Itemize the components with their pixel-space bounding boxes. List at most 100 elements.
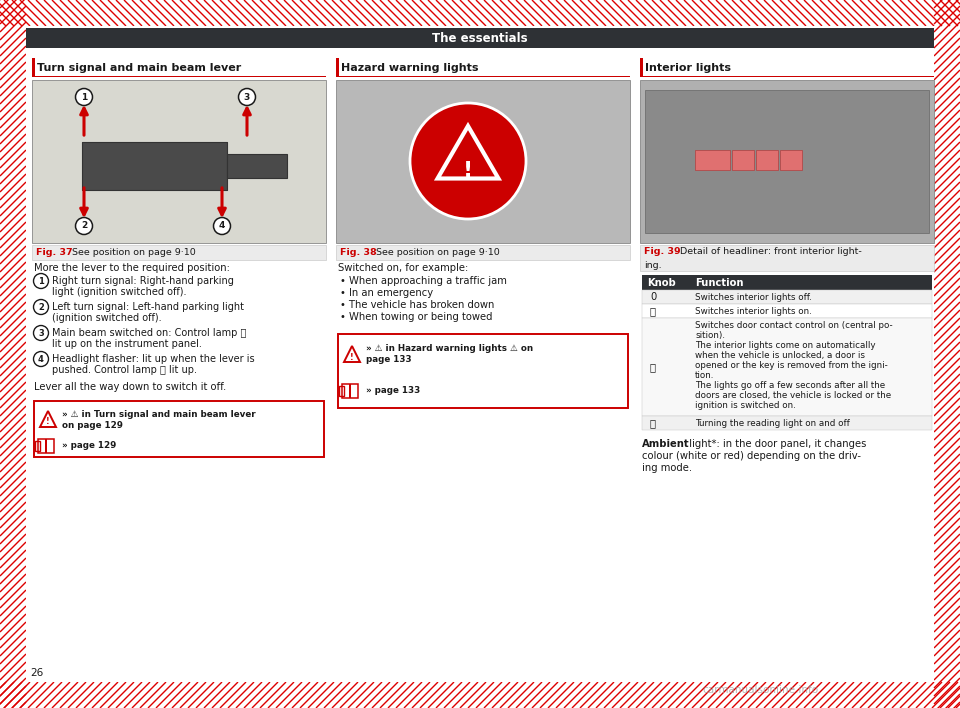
Bar <box>34 401 324 457</box>
Bar <box>640 245 934 271</box>
Text: colour (white or red) depending on the driv-: colour (white or red) depending on the d… <box>642 451 861 461</box>
Bar <box>32 80 326 243</box>
Polygon shape <box>40 411 56 427</box>
Bar <box>642 416 932 430</box>
Circle shape <box>238 88 255 105</box>
Text: • In an emergency: • In an emergency <box>340 288 433 298</box>
Circle shape <box>76 217 92 234</box>
Text: Turn signal and main beam lever: Turn signal and main beam lever <box>37 63 241 73</box>
Bar <box>82 142 227 190</box>
Bar <box>227 154 287 178</box>
Text: ⦾: ⦾ <box>650 362 656 372</box>
Text: light*: in the door panel, it changes: light*: in the door panel, it changes <box>686 439 866 449</box>
Bar <box>645 90 929 233</box>
Text: sition).: sition). <box>695 331 725 340</box>
Bar <box>336 58 339 77</box>
Text: ⦾: ⦾ <box>650 306 656 316</box>
Bar <box>336 80 630 243</box>
Text: opened or the key is removed from the igni-: opened or the key is removed from the ig… <box>695 361 888 370</box>
Bar <box>640 80 934 243</box>
Text: » ⚠ in Hazard warning lights ⚠ on: » ⚠ in Hazard warning lights ⚠ on <box>366 344 533 353</box>
Text: Knob: Knob <box>647 278 676 287</box>
Bar <box>695 150 730 170</box>
Text: ing mode.: ing mode. <box>642 463 692 473</box>
Bar <box>336 76 630 77</box>
Text: The essentials: The essentials <box>432 31 528 45</box>
Bar <box>32 245 326 260</box>
Circle shape <box>34 273 49 288</box>
Text: • When approaching a traffic jam: • When approaching a traffic jam <box>340 276 507 286</box>
Text: lit up on the instrument panel.: lit up on the instrument panel. <box>52 339 202 349</box>
Bar <box>642 290 932 304</box>
Text: 4: 4 <box>38 355 44 363</box>
Bar <box>732 150 754 170</box>
Text: 1: 1 <box>81 93 87 101</box>
Text: Ambient: Ambient <box>642 439 689 449</box>
Text: Hazard warning lights: Hazard warning lights <box>341 63 478 73</box>
Text: Fig. 37: Fig. 37 <box>36 248 73 257</box>
Text: 2: 2 <box>38 302 44 312</box>
Text: ing.: ing. <box>644 261 661 270</box>
Text: Switches interior lights on.: Switches interior lights on. <box>695 307 812 316</box>
Circle shape <box>34 326 49 341</box>
Bar <box>642 275 932 290</box>
Text: 2: 2 <box>81 222 87 231</box>
Polygon shape <box>344 346 360 362</box>
Bar <box>640 76 934 77</box>
Text: » page 129: » page 129 <box>62 441 116 450</box>
Text: » ⚠ in Turn signal and main beam lever: » ⚠ in Turn signal and main beam lever <box>62 410 255 419</box>
Bar <box>32 58 35 77</box>
Text: The lights go off a few seconds after all the: The lights go off a few seconds after al… <box>695 381 885 390</box>
Bar <box>339 386 344 396</box>
Bar <box>642 304 932 318</box>
Bar <box>349 384 350 398</box>
Text: 0: 0 <box>650 292 657 302</box>
Bar <box>32 76 326 77</box>
Text: Fig. 38: Fig. 38 <box>340 248 376 257</box>
Circle shape <box>34 351 49 367</box>
Text: page 133: page 133 <box>366 355 412 364</box>
Text: when the vehicle is unlocked, a door is: when the vehicle is unlocked, a door is <box>695 351 865 360</box>
Text: Main beam switched on: Control lamp ⦾: Main beam switched on: Control lamp ⦾ <box>52 328 247 338</box>
Text: See position on page 9·10: See position on page 9·10 <box>375 248 499 257</box>
Bar <box>756 150 778 170</box>
Text: light (ignition switched off).: light (ignition switched off). <box>52 287 186 297</box>
Text: 26: 26 <box>30 668 43 678</box>
Circle shape <box>410 103 526 219</box>
Text: (ignition switched off).: (ignition switched off). <box>52 313 161 323</box>
Text: ⨉: ⨉ <box>650 418 656 428</box>
Text: Turning the reading light on and off: Turning the reading light on and off <box>695 419 850 428</box>
Text: Function: Function <box>695 278 743 287</box>
Bar <box>640 58 642 77</box>
Text: » page 133: » page 133 <box>366 386 420 395</box>
Text: !: ! <box>46 418 50 426</box>
Text: Fig. 39: Fig. 39 <box>644 248 681 256</box>
Text: Interior lights: Interior lights <box>645 63 731 73</box>
Bar <box>336 245 630 260</box>
Text: The interior lights come on automatically: The interior lights come on automaticall… <box>695 341 876 350</box>
Circle shape <box>34 299 49 314</box>
Text: !: ! <box>350 353 354 362</box>
Bar <box>642 318 932 416</box>
Text: 4: 4 <box>219 222 226 231</box>
Bar <box>342 384 358 398</box>
Bar <box>780 150 802 170</box>
Text: on page 129: on page 129 <box>62 421 123 430</box>
Text: tion.: tion. <box>695 371 714 380</box>
Text: Left turn signal: Left-hand parking light: Left turn signal: Left-hand parking ligh… <box>52 302 244 312</box>
Text: More the lever to the required position:: More the lever to the required position: <box>34 263 229 273</box>
Bar <box>26 28 934 48</box>
Bar <box>35 441 40 451</box>
Text: 3: 3 <box>38 329 44 338</box>
Text: carmanualsonline.info: carmanualsonline.info <box>702 685 818 695</box>
Text: doors are closed, the vehicle is locked or the: doors are closed, the vehicle is locked … <box>695 391 891 400</box>
Circle shape <box>213 217 230 234</box>
Text: • The vehicle has broken down: • The vehicle has broken down <box>340 300 494 310</box>
Text: Right turn signal: Right-hand parking: Right turn signal: Right-hand parking <box>52 276 234 286</box>
Text: 1: 1 <box>38 277 44 285</box>
Text: Switches interior lights off.: Switches interior lights off. <box>695 293 812 302</box>
Bar <box>45 439 46 453</box>
Text: 3: 3 <box>244 93 251 101</box>
Text: Lever all the way down to switch it off.: Lever all the way down to switch it off. <box>34 382 227 392</box>
Text: Headlight flasher: lit up when the lever is: Headlight flasher: lit up when the lever… <box>52 354 254 364</box>
